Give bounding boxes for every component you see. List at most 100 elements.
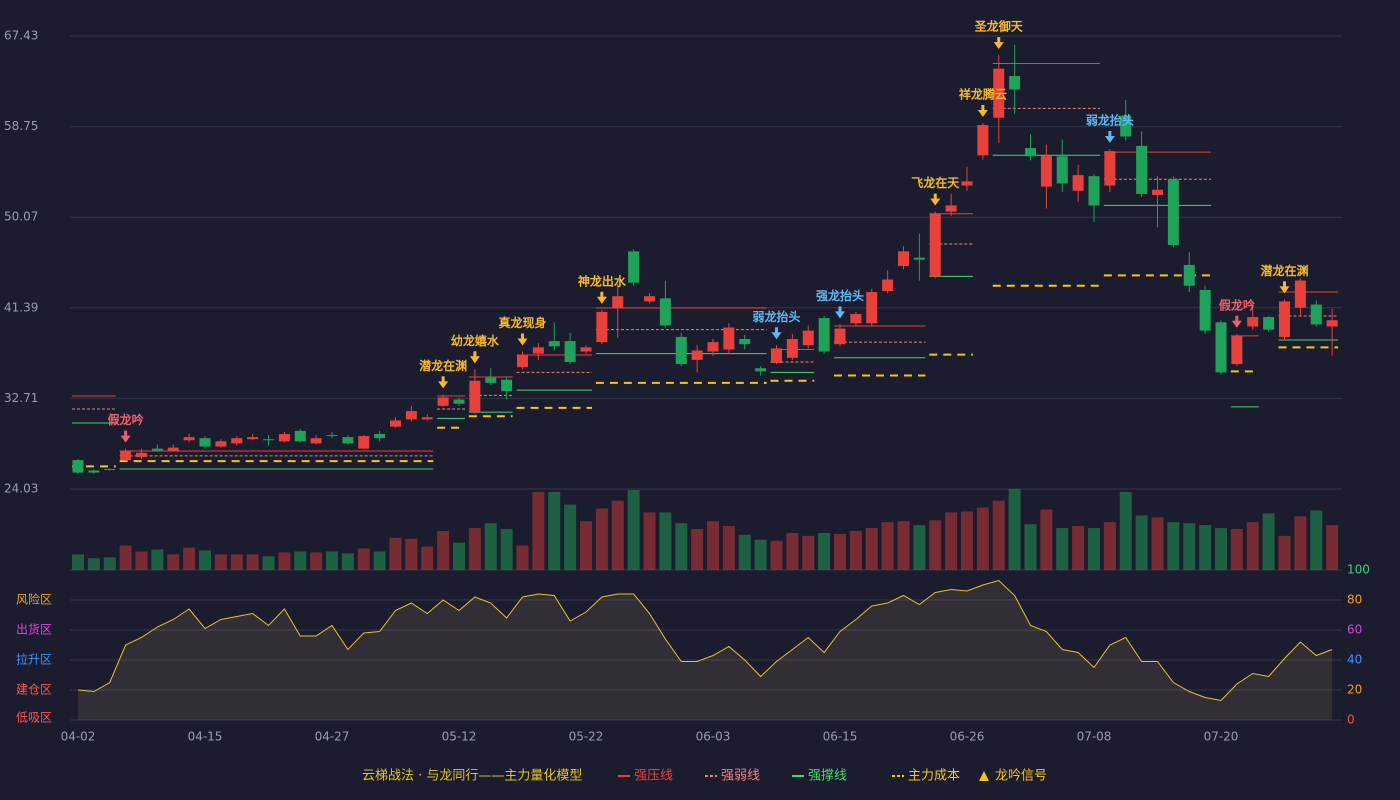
volume-bar [1294, 516, 1307, 570]
volume-bar [1056, 528, 1069, 570]
volume-bar [373, 551, 386, 570]
volume-bar [214, 554, 227, 570]
candle-body [326, 435, 338, 437]
candle-body [850, 313, 862, 324]
zone-label: 出货区 [16, 622, 52, 637]
candle-body [120, 450, 132, 461]
candle-body [659, 298, 671, 326]
signal-label: 假龙吟 [1219, 297, 1255, 312]
candle-body [1072, 175, 1084, 191]
candle-body [167, 447, 179, 451]
y-tick-label: 41.39 [4, 300, 38, 314]
signal-label: 弱龙抬头 [752, 309, 800, 324]
volume-bar [357, 548, 370, 570]
volume-bar [992, 500, 1005, 570]
signal-arrow [977, 104, 988, 117]
volume-bar [580, 521, 592, 570]
volume-bar [849, 530, 862, 570]
signal-label: 真龙现身 [498, 315, 546, 330]
volume-bar [802, 535, 815, 570]
volume-bar [389, 537, 402, 570]
x-tick-label: 06-03 [696, 730, 731, 744]
volume-bar [611, 500, 624, 570]
volume-bar [675, 523, 688, 570]
volume-bar [659, 512, 672, 570]
candle-body [1247, 317, 1259, 327]
signal-arrow [596, 291, 607, 304]
volume-bar [818, 532, 831, 570]
legend-title: 云梯战法 · 与龙同行——主力量化模型 [362, 769, 582, 784]
signal-label: 弱龙抬头 [1086, 113, 1134, 128]
volume-bar [627, 489, 640, 570]
signal-label: 假龙吟 [108, 412, 144, 427]
candle-body [1167, 179, 1179, 246]
candle-body [548, 341, 560, 347]
candle-body [945, 205, 957, 212]
candle-body [628, 251, 640, 283]
y-tick-label: 67.43 [4, 29, 38, 43]
legend-label: 龙吟信号 [995, 768, 1047, 784]
candle-body [501, 379, 513, 392]
candle-body [1120, 115, 1132, 137]
candle-body [866, 292, 878, 324]
candle-body [739, 339, 751, 345]
zone-label: 拉升区 [16, 652, 52, 667]
signal-arrow [1104, 131, 1115, 144]
volume-bar [1040, 509, 1053, 570]
legend-swatch [979, 771, 989, 781]
candle-body [771, 348, 782, 364]
volume-bar [183, 547, 196, 570]
zone-label: 风险区 [16, 592, 52, 607]
volume-bar [326, 551, 338, 570]
candle-body [786, 339, 798, 358]
candle-body [1263, 317, 1275, 330]
x-tick-label: 04-15 [188, 730, 223, 744]
volume-bar [929, 520, 942, 570]
volume-bar [1310, 510, 1323, 570]
volume-bar [1278, 535, 1291, 570]
x-tick-label: 04-27 [315, 730, 350, 744]
x-tick-label: 05-22 [569, 730, 604, 744]
signal-arrow [469, 351, 480, 364]
y-tick-label: 50.07 [4, 210, 38, 224]
candle-body [1310, 304, 1322, 325]
indicator-tick-label: 0 [1347, 713, 1355, 727]
candle-body [263, 439, 274, 441]
signal-label: 幼龙嬉水 [451, 333, 500, 348]
volume-bar [341, 553, 354, 570]
candle-body [104, 468, 116, 471]
volume-bar [1024, 524, 1037, 570]
volume-bar [913, 525, 926, 570]
volume-bar [72, 554, 84, 570]
volume-bar [945, 512, 958, 570]
signal-arrow [1279, 281, 1290, 294]
signal-label: 神龙出水 [578, 273, 627, 288]
volume-bar [1119, 491, 1132, 570]
volume-bar [500, 529, 513, 570]
volume-bar [532, 491, 545, 570]
candle-body [1183, 264, 1195, 286]
volume-bar [119, 545, 132, 570]
volume-bar [199, 550, 211, 570]
volume-bar [786, 532, 799, 570]
x-tick-label: 07-20 [1204, 730, 1239, 744]
candle-body [469, 380, 481, 413]
y-tick-label: 32.71 [4, 391, 38, 405]
volume-bar [135, 551, 148, 570]
x-tick-label: 07-08 [1077, 730, 1112, 744]
candle-body [675, 336, 687, 365]
candle-body [898, 251, 909, 266]
candle-body [342, 437, 354, 444]
volume-bar [722, 526, 735, 570]
candle-body [183, 437, 195, 441]
volume-bar [865, 528, 878, 570]
candle-body [310, 438, 322, 444]
candle-body [1326, 320, 1338, 327]
signal-label: 潜龙在渊 [1260, 263, 1308, 278]
volume-bar [897, 521, 910, 570]
candle-body [231, 438, 243, 444]
volume-bar [103, 557, 116, 570]
signal-arrow [438, 376, 449, 389]
volume-bar [548, 491, 561, 570]
